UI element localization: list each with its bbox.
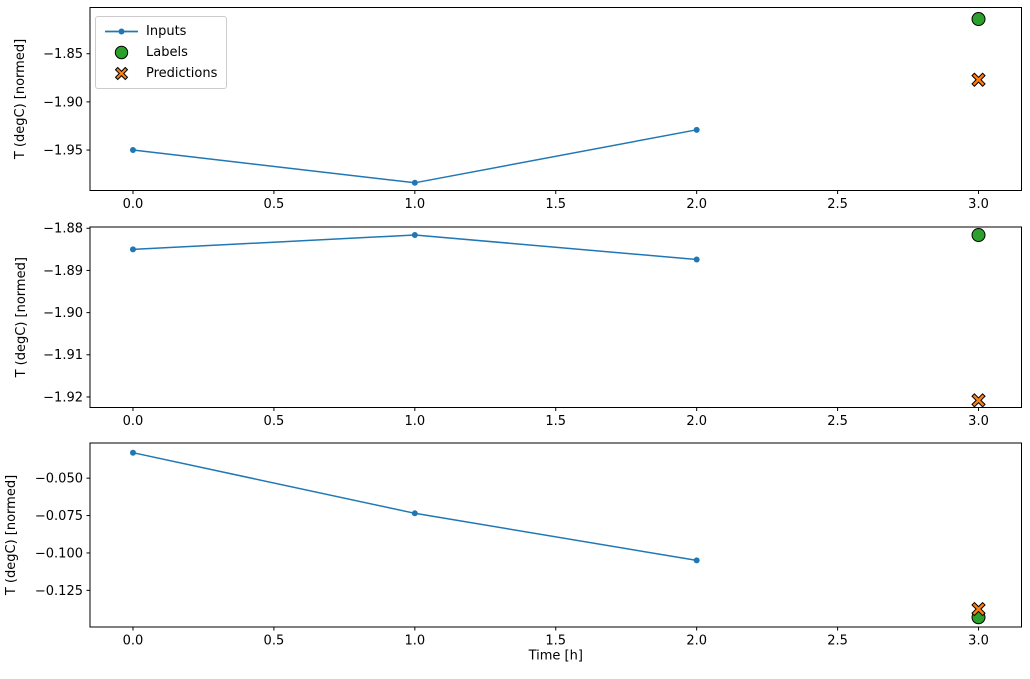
svg-text:1.0: 1.0	[404, 634, 425, 649]
svg-text:1.5: 1.5	[545, 634, 566, 649]
inputs-line-marker-icon	[105, 28, 138, 35]
legend-item-inputs: Inputs	[104, 21, 217, 42]
legend-label-predictions: Predictions	[146, 66, 218, 81]
svg-text:−1.85: −1.85	[43, 47, 83, 62]
svg-text:−0.100: −0.100	[35, 546, 83, 561]
svg-text:−1.95: −1.95	[43, 143, 83, 158]
legend-item-labels: Labels	[104, 42, 217, 63]
svg-text:−1.92: −1.92	[43, 390, 83, 405]
svg-text:1.5: 1.5	[545, 197, 566, 212]
svg-text:1.5: 1.5	[545, 414, 566, 429]
svg-text:−1.90: −1.90	[43, 95, 83, 110]
svg-text:2.5: 2.5	[827, 197, 848, 212]
svg-text:1.0: 1.0	[404, 414, 425, 429]
legend-item-predictions: Predictions	[104, 63, 217, 84]
svg-text:−1.89: −1.89	[43, 264, 83, 279]
predictions-x-marker-icon	[114, 66, 129, 81]
svg-text:0.5: 0.5	[264, 634, 285, 649]
svg-text:2.5: 2.5	[827, 634, 848, 649]
svg-text:−0.050: −0.050	[35, 472, 83, 487]
svg-text:0.5: 0.5	[264, 197, 285, 212]
svg-text:2.5: 2.5	[827, 414, 848, 429]
legend-label-inputs: Inputs	[146, 24, 187, 39]
svg-text:−1.91: −1.91	[43, 348, 83, 363]
svg-text:3.0: 3.0	[968, 197, 989, 212]
svg-text:−1.90: −1.90	[43, 306, 83, 321]
svg-text:0.0: 0.0	[123, 414, 144, 429]
svg-text:T (degC) [normed]: T (degC) [normed]	[13, 39, 28, 160]
svg-text:0.0: 0.0	[123, 634, 144, 649]
svg-text:1.0: 1.0	[404, 197, 425, 212]
svg-text:−0.075: −0.075	[35, 509, 83, 524]
legend: Inputs Labels Predictions	[95, 16, 228, 89]
svg-text:3.0: 3.0	[968, 414, 989, 429]
svg-text:0.0: 0.0	[123, 197, 144, 212]
svg-text:3.0: 3.0	[968, 634, 989, 649]
svg-text:2.0: 2.0	[686, 197, 707, 212]
svg-text:−1.88: −1.88	[43, 222, 83, 237]
svg-text:2.0: 2.0	[686, 634, 707, 649]
svg-text:Time [h]: Time [h]	[528, 649, 583, 664]
labels-circle-marker-icon	[114, 45, 129, 60]
svg-text:T (degC) [normed]: T (degC) [normed]	[4, 475, 19, 596]
svg-text:2.0: 2.0	[686, 414, 707, 429]
legend-label-labels: Labels	[146, 45, 188, 60]
svg-text:−0.125: −0.125	[35, 584, 83, 599]
svg-text:T (degC) [normed]: T (degC) [normed]	[14, 257, 29, 378]
svg-text:0.5: 0.5	[264, 414, 285, 429]
